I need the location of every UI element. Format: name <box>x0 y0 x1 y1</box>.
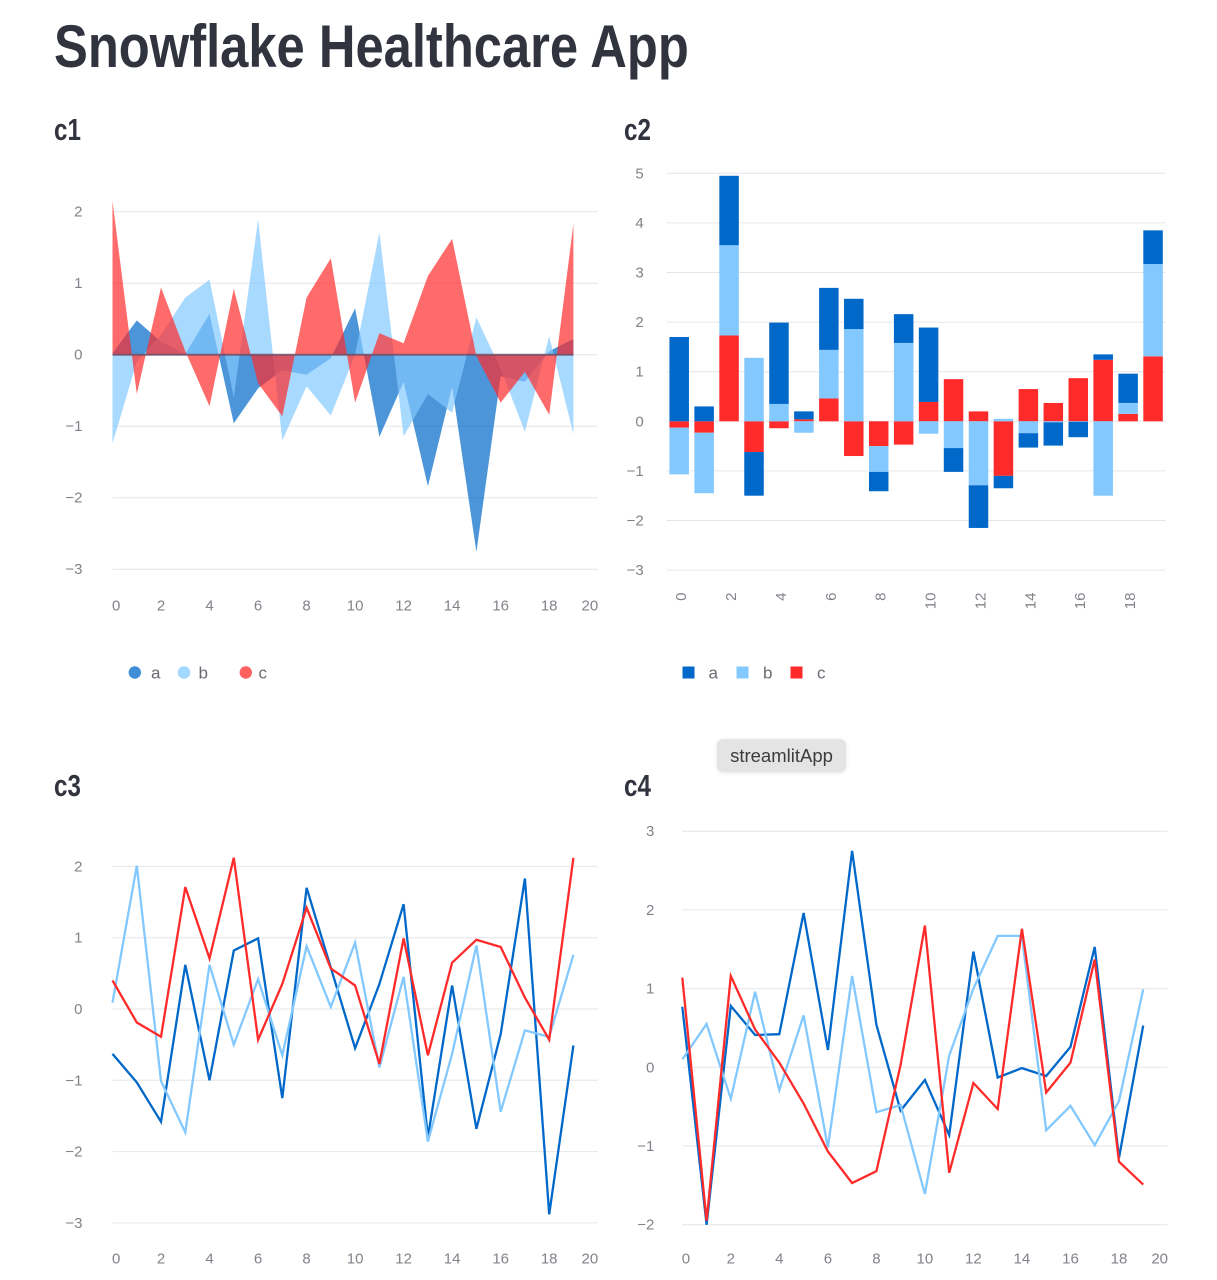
svg-text:0: 0 <box>74 1001 82 1018</box>
svg-text:5: 5 <box>635 165 643 182</box>
svg-text:0: 0 <box>112 597 120 614</box>
svg-text:20: 20 <box>582 1251 599 1268</box>
svg-text:0: 0 <box>673 593 690 601</box>
svg-text:14: 14 <box>444 1251 461 1268</box>
svg-text:16: 16 <box>1072 593 1089 610</box>
svg-text:4: 4 <box>205 597 213 614</box>
svg-text:8: 8 <box>302 597 310 614</box>
svg-text:14: 14 <box>1014 1251 1031 1268</box>
svg-text:2: 2 <box>74 204 82 221</box>
svg-text:2: 2 <box>157 1251 165 1268</box>
svg-text:16: 16 <box>492 1251 509 1268</box>
svg-text:14: 14 <box>444 597 461 614</box>
svg-text:10: 10 <box>347 597 364 614</box>
svg-text:−3: −3 <box>65 561 82 578</box>
svg-text:4: 4 <box>773 593 790 601</box>
svg-text:14: 14 <box>1022 593 1039 610</box>
svg-text:3: 3 <box>635 265 643 282</box>
svg-text:16: 16 <box>1062 1251 1079 1268</box>
svg-text:8: 8 <box>873 593 890 601</box>
svg-text:1: 1 <box>74 275 82 292</box>
svg-text:6: 6 <box>254 597 262 614</box>
svg-text:10: 10 <box>923 593 940 610</box>
svg-text:12: 12 <box>973 593 990 610</box>
svg-text:−2: −2 <box>627 513 644 530</box>
svg-text:12: 12 <box>395 1251 412 1268</box>
svg-text:2: 2 <box>635 314 643 331</box>
svg-text:−2: −2 <box>65 1144 82 1161</box>
svg-text:4: 4 <box>205 1251 213 1268</box>
svg-text:1: 1 <box>646 981 654 998</box>
svg-text:c: c <box>817 664 826 683</box>
svg-text:8: 8 <box>302 1251 310 1268</box>
svg-text:6: 6 <box>823 593 840 601</box>
svg-text:10: 10 <box>917 1251 934 1268</box>
svg-text:4: 4 <box>775 1251 783 1268</box>
svg-text:18: 18 <box>541 597 558 614</box>
svg-text:−2: −2 <box>637 1217 654 1234</box>
svg-text:10: 10 <box>347 1251 364 1268</box>
svg-text:−3: −3 <box>627 562 644 579</box>
svg-text:12: 12 <box>395 597 412 614</box>
svg-text:2: 2 <box>74 858 82 875</box>
svg-text:1: 1 <box>74 930 82 947</box>
svg-text:2: 2 <box>727 1251 735 1268</box>
svg-text:−2: −2 <box>65 490 82 507</box>
svg-text:1: 1 <box>635 364 643 381</box>
svg-text:0: 0 <box>646 1059 654 1076</box>
svg-text:0: 0 <box>682 1251 690 1268</box>
svg-text:2: 2 <box>723 593 740 601</box>
svg-text:−1: −1 <box>627 463 644 480</box>
svg-text:20: 20 <box>582 597 599 614</box>
svg-text:16: 16 <box>492 597 509 614</box>
svg-text:18: 18 <box>1111 1251 1128 1268</box>
svg-text:2: 2 <box>157 597 165 614</box>
svg-text:a: a <box>151 664 161 683</box>
svg-text:20: 20 <box>1151 1251 1168 1268</box>
svg-text:8: 8 <box>872 1251 880 1268</box>
svg-text:0: 0 <box>74 347 82 364</box>
svg-text:−1: −1 <box>637 1138 654 1155</box>
svg-text:−1: −1 <box>65 1072 82 1089</box>
svg-text:12: 12 <box>965 1251 982 1268</box>
svg-text:a: a <box>709 664 719 683</box>
svg-text:−3: −3 <box>65 1215 82 1232</box>
svg-text:3: 3 <box>646 823 654 840</box>
svg-text:c: c <box>259 664 268 683</box>
svg-text:0: 0 <box>635 413 643 430</box>
svg-text:b: b <box>763 664 772 683</box>
svg-text:6: 6 <box>254 1251 262 1268</box>
svg-text:2: 2 <box>646 902 654 919</box>
svg-text:6: 6 <box>824 1251 832 1268</box>
svg-text:18: 18 <box>1122 593 1139 610</box>
svg-text:−1: −1 <box>65 418 82 435</box>
svg-text:b: b <box>199 664 208 683</box>
svg-text:18: 18 <box>541 1251 558 1268</box>
svg-text:0: 0 <box>112 1251 120 1268</box>
svg-text:4: 4 <box>635 215 643 232</box>
